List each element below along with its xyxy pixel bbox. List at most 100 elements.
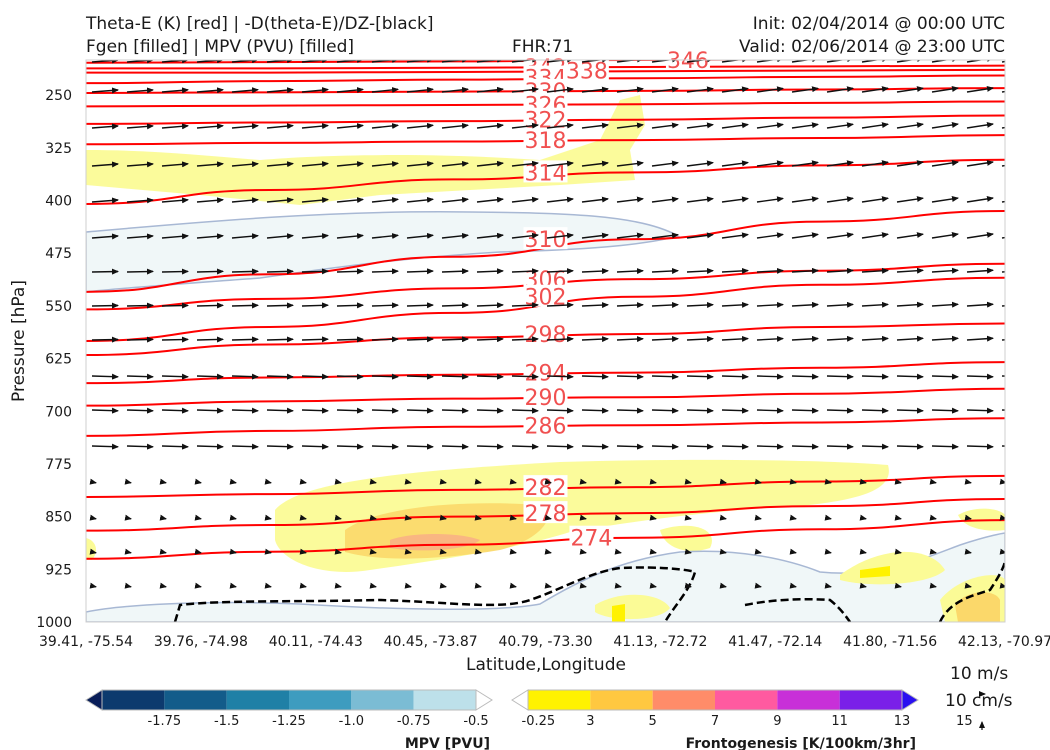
wind-vector bbox=[649, 514, 657, 521]
wind-vector bbox=[301, 443, 329, 450]
theta-e-label-bg bbox=[523, 475, 568, 498]
wind-vector bbox=[404, 548, 412, 555]
x-tick-label: 41.47, -72.14 bbox=[728, 634, 822, 650]
wind-vector bbox=[301, 60, 329, 64]
wind-vector bbox=[791, 267, 819, 274]
title-line-2: Fgen [filled] | MPV (PVU) [filled] bbox=[86, 37, 355, 57]
wind-vector bbox=[861, 301, 889, 308]
wind-vector bbox=[756, 407, 784, 414]
wind-vector bbox=[964, 582, 972, 589]
wind-vector bbox=[476, 268, 504, 275]
wind-vector bbox=[336, 336, 364, 343]
wind-vector bbox=[126, 302, 154, 309]
wind-vector bbox=[476, 86, 504, 93]
wind-vector bbox=[614, 514, 622, 521]
colorbar-segment bbox=[528, 690, 591, 710]
wind-vector bbox=[616, 268, 644, 275]
wind-vector bbox=[861, 196, 889, 203]
colorbar-frontogenesis: 3 5 7 9 11 13 15 Frontogenesis [K/100km/3hr] bbox=[511, 689, 973, 750]
wind-vector bbox=[789, 548, 797, 555]
wind-vector bbox=[266, 268, 294, 275]
wind-vector bbox=[336, 197, 364, 204]
wind-vector bbox=[894, 514, 902, 521]
wind-vector bbox=[336, 161, 364, 168]
wind-vector bbox=[1001, 90, 1005, 93]
theta-e-labels: 3463423383343303263223183143103063022982… bbox=[523, 48, 710, 552]
wind-vector bbox=[161, 161, 189, 168]
wind-vector bbox=[721, 122, 749, 129]
wind-vector bbox=[581, 268, 609, 275]
wind-vector bbox=[404, 582, 412, 589]
wind-vector bbox=[301, 161, 329, 168]
wind-vector bbox=[336, 373, 364, 380]
wind-vector bbox=[684, 478, 692, 485]
wind-vector bbox=[369, 514, 377, 521]
wind-vector bbox=[406, 336, 434, 343]
wind-vector bbox=[686, 335, 714, 342]
wind-vector bbox=[301, 233, 329, 240]
wind-vector bbox=[124, 582, 132, 589]
wind-vector bbox=[966, 443, 994, 450]
x-axis: 39.41, -75.54 39.76, -74.98 40.11, -74.43 4… bbox=[39, 634, 1050, 650]
wind-vector bbox=[616, 407, 644, 414]
wind-vector bbox=[1001, 236, 1005, 239]
colorbar-segment bbox=[413, 690, 476, 710]
wind-vector bbox=[89, 582, 97, 589]
wind-vector bbox=[651, 196, 679, 203]
wind-vector bbox=[89, 548, 97, 555]
wind-vector bbox=[614, 548, 622, 555]
x-tick-label: 41.13, -72.72 bbox=[613, 634, 707, 650]
wind-vector bbox=[721, 407, 749, 414]
wind-vector bbox=[196, 407, 224, 414]
wind-vector bbox=[966, 231, 994, 239]
wind-vector bbox=[651, 373, 679, 380]
wind-vector bbox=[89, 514, 97, 521]
theta-e-label-bg bbox=[523, 413, 568, 436]
wind-vector bbox=[441, 86, 469, 93]
wind-vector bbox=[511, 196, 539, 203]
wind-vector bbox=[196, 197, 224, 204]
wind-vector bbox=[266, 60, 294, 64]
wind-vector bbox=[91, 336, 119, 343]
wind-vector bbox=[266, 87, 294, 94]
wind-vector bbox=[336, 268, 364, 275]
theta-e-label: 298 bbox=[525, 323, 567, 348]
wind-vector bbox=[1001, 60, 1005, 63]
wind-vector bbox=[406, 232, 434, 239]
wind-vector bbox=[509, 514, 517, 521]
wind-vector bbox=[196, 268, 224, 275]
wind-vector bbox=[791, 407, 819, 414]
colorbar-extend-low bbox=[511, 689, 529, 711]
plot-frame bbox=[85, 59, 1006, 623]
wind-vector bbox=[439, 548, 447, 555]
wind-vector bbox=[964, 478, 972, 485]
wind-vector bbox=[686, 407, 714, 414]
wind-vector bbox=[406, 196, 434, 203]
x-tick-label: 40.79, -73.30 bbox=[498, 634, 592, 650]
colorbar-tick-label: -1.0 bbox=[339, 714, 364, 729]
wind-vector bbox=[476, 160, 504, 167]
wind-vector bbox=[439, 514, 447, 521]
wind-vector bbox=[999, 582, 1005, 589]
wind-vector bbox=[686, 267, 714, 274]
wind-vector bbox=[301, 197, 329, 204]
wind-vector bbox=[896, 267, 924, 274]
wind-vector bbox=[196, 336, 224, 343]
wind-vector bbox=[826, 407, 854, 414]
wind-vector bbox=[1001, 375, 1005, 377]
wind-vector bbox=[721, 335, 749, 342]
wind-vector bbox=[301, 407, 329, 414]
wind-vector bbox=[476, 196, 504, 203]
wind-vector bbox=[1001, 305, 1005, 307]
wind-vector bbox=[1001, 126, 1005, 129]
wind-vector bbox=[231, 407, 259, 414]
wind-vector bbox=[161, 407, 189, 414]
wind-vector bbox=[651, 86, 679, 93]
wind-vector bbox=[91, 302, 119, 309]
colorbar-tick-label: 3 bbox=[586, 714, 594, 729]
wind-vector bbox=[336, 443, 364, 450]
wind-vector bbox=[91, 443, 119, 450]
wind-vector bbox=[756, 301, 784, 308]
wind-vector bbox=[719, 548, 727, 555]
wind-vector bbox=[686, 122, 714, 129]
